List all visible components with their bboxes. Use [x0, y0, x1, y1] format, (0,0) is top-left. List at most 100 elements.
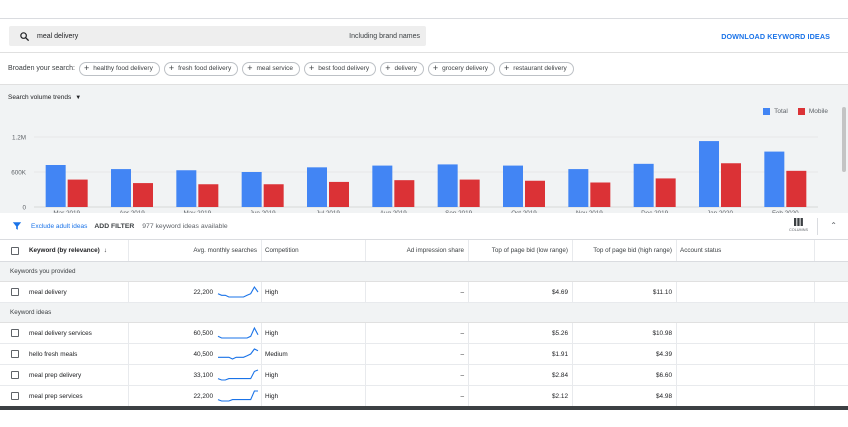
filter-icon[interactable]	[12, 221, 22, 231]
broaden-chip[interactable]: + best food delivery	[303, 61, 377, 76]
legend-swatch-total	[763, 108, 771, 115]
bar-total[interactable]	[633, 163, 654, 207]
plus-icon: +	[504, 63, 510, 73]
plus-icon: +	[385, 63, 391, 73]
bar-mobile[interactable]	[329, 181, 349, 207]
header-ad-impression-share[interactable]: Ad impression share	[406, 247, 464, 254]
bar-total[interactable]	[503, 165, 523, 207]
column-divider	[261, 282, 262, 302]
x-tick-label: Apr 2019	[119, 210, 145, 213]
keyword-cell: hello fresh meals	[29, 350, 78, 358]
table-row[interactable]: hello fresh meals 40,500 Medium – $1.91 …	[0, 344, 848, 365]
column-divider	[676, 240, 677, 261]
x-tick-label: Sep 2019	[445, 210, 472, 213]
trend-sparkline	[217, 326, 259, 339]
exclude-adult-ideas-link[interactable]: Exclude adult ideas	[31, 222, 88, 230]
bar-total[interactable]	[45, 165, 66, 207]
table-row[interactable]: meal prep services 22,200 High – $2.12 $…	[0, 386, 848, 407]
avg-searches-cell: 33,100	[193, 371, 213, 379]
select-all-checkbox[interactable]	[11, 246, 19, 255]
competition-cell: High	[265, 371, 279, 379]
chip-label: grocery delivery	[442, 65, 489, 72]
bar-total[interactable]	[764, 151, 785, 207]
column-divider	[365, 365, 366, 385]
bar-total[interactable]	[176, 170, 197, 207]
search-query[interactable]: meal delivery	[37, 32, 79, 40]
column-divider	[468, 386, 469, 406]
bar-total[interactable]	[307, 167, 327, 207]
high-bid-cell: $10.98	[652, 329, 672, 337]
header-high-bid[interactable]: Top of page bid (high range)	[593, 247, 672, 254]
bar-mobile[interactable]	[590, 182, 611, 208]
table-row[interactable]: meal delivery services 60,500 High – $5.…	[0, 323, 848, 344]
bar-mobile[interactable]	[198, 184, 219, 207]
broaden-chip[interactable]: + healthy food delivery	[78, 61, 160, 76]
download-keyword-ideas-button[interactable]: DOWNLOAD KEYWORD IDEAS	[721, 32, 830, 41]
table-row[interactable]: meal delivery 22,200 High – $4.69 $11.10	[0, 282, 848, 303]
bar-total[interactable]	[111, 169, 131, 207]
bar-total[interactable]	[437, 164, 458, 207]
bar-mobile[interactable]	[263, 184, 284, 207]
column-divider	[365, 323, 366, 343]
low-bid-cell: $2.84	[552, 371, 568, 379]
x-tick-label: Oct 2019	[511, 210, 537, 213]
bar-mobile[interactable]	[655, 178, 676, 207]
table-row[interactable]: meal prep delivery 33,100 High – $2.84 $…	[0, 365, 848, 386]
brand-names-toggle[interactable]: Including brand names	[349, 32, 420, 40]
row-checkbox[interactable]	[11, 350, 19, 358]
bar-mobile[interactable]	[394, 180, 415, 207]
bar-total[interactable]	[568, 169, 589, 207]
row-checkbox[interactable]	[11, 371, 19, 379]
column-divider	[365, 386, 366, 406]
broaden-chip[interactable]: + restaurant delivery	[499, 61, 574, 76]
impression-share-cell: –	[460, 350, 464, 358]
header-keyword[interactable]: Keyword (by relevance) ↓	[29, 240, 107, 261]
bar-mobile[interactable]	[525, 180, 545, 207]
broaden-chip[interactable]: + fresh food delivery	[163, 61, 239, 76]
broaden-chip[interactable]: + grocery delivery	[427, 61, 496, 76]
scrollbar[interactable]	[842, 107, 846, 172]
group-header-ideas: Keyword ideas	[0, 303, 848, 323]
row-checkbox[interactable]	[11, 288, 19, 296]
row-checkbox[interactable]	[11, 329, 19, 337]
header-competition[interactable]: Competition	[265, 247, 299, 254]
bar-mobile[interactable]	[786, 170, 807, 207]
bar-mobile[interactable]	[721, 163, 741, 207]
bar-chart: 1.2M 600K 0 Mar 2019 Apr 2019 May 2019 Jun 201…	[11, 135, 818, 213]
bar-mobile[interactable]	[133, 183, 153, 207]
columns-button[interactable]: COLUMNS	[789, 218, 808, 232]
bar-mobile[interactable]	[67, 179, 88, 207]
trend-sparkline	[217, 285, 259, 298]
plus-icon: +	[168, 63, 175, 73]
header-account-status[interactable]: Account status	[680, 247, 722, 254]
chevron-up-icon[interactable]: ⌃	[830, 221, 837, 230]
chip-label: delivery	[394, 65, 417, 72]
search-box[interactable]: meal delivery Including brand names	[9, 26, 426, 46]
x-tick-label: May 2019	[184, 210, 212, 213]
column-divider	[261, 344, 262, 364]
header-low-bid[interactable]: Top of page bid (low range)	[491, 247, 568, 254]
keyword-cell: meal prep services	[29, 392, 83, 400]
column-divider	[814, 365, 815, 385]
keyword-planner-panel: meal delivery Including brand names DOWN…	[0, 18, 848, 410]
column-divider	[261, 323, 262, 343]
row-checkbox[interactable]	[11, 392, 19, 400]
column-divider	[468, 282, 469, 302]
broaden-chip[interactable]: + delivery	[380, 61, 424, 76]
bar-total[interactable]	[699, 141, 719, 207]
sparkline-path	[217, 390, 258, 402]
column-divider	[468, 344, 469, 364]
low-bid-cell: $2.12	[552, 392, 568, 400]
bar-total[interactable]	[372, 165, 393, 207]
column-divider	[572, 386, 573, 406]
search-volume-chart: 1.2M 600K 0 Mar 2019 Apr 2019 May 2019 Jun 201…	[0, 85, 848, 213]
low-bid-cell: $4.69	[552, 288, 568, 296]
high-bid-cell: $6.60	[656, 371, 672, 379]
search-volume-trends-dropdown[interactable]: Search volume trends ▼	[8, 94, 81, 101]
add-filter-button[interactable]: ADD FILTER	[94, 222, 135, 230]
bar-total[interactable]	[241, 172, 262, 207]
broaden-chip[interactable]: + meal service	[242, 61, 300, 76]
header-avg-searches[interactable]: Avg. monthly searches	[193, 247, 257, 254]
bar-mobile[interactable]	[459, 179, 480, 207]
group-label: Keywords you provided	[10, 268, 76, 275]
